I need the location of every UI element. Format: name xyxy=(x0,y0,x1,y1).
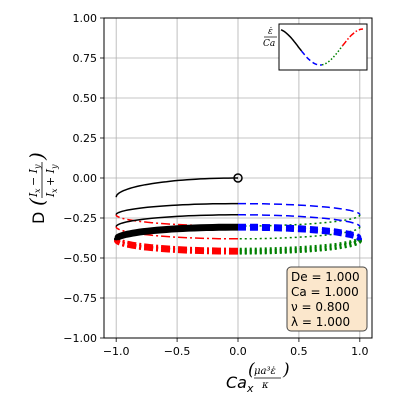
trajectory-curves xyxy=(113,177,363,255)
trajectory-segment-blue xyxy=(238,223,362,238)
inset-segment-green xyxy=(321,45,344,66)
param-nu: ν = 0.800 xyxy=(291,300,350,314)
trajectory-segment-green xyxy=(238,239,363,255)
inset-frame xyxy=(278,23,368,71)
y-tick-label: 0.25 xyxy=(73,132,98,145)
trajectory-segment-black xyxy=(113,226,238,242)
svg-text:κ: κ xyxy=(261,380,269,391)
svg-text:(: ( xyxy=(25,197,49,206)
svg-text:(: ( xyxy=(248,360,255,380)
svg-text:μa³ε̇: μa³ε̇ xyxy=(254,366,276,377)
params-box-frame xyxy=(286,266,368,332)
trajectory-segment-green xyxy=(238,226,361,240)
y-axis-ticks: −1.00 −0.75 −0.50 −0.25 0.00 0.25 0.50 0.75 1.00 xyxy=(63,12,104,345)
svg-text:): ) xyxy=(282,360,290,380)
x-tick-label: 0.0 xyxy=(229,345,247,358)
inset-curves xyxy=(280,28,364,66)
x-axis-label: Cax xyxy=(226,373,254,395)
svg-text:): ) xyxy=(25,152,49,161)
x-axis-label-fraction: ( μa³ε̇ κ ) xyxy=(248,360,290,391)
trajectory-segment-red xyxy=(115,214,238,227)
y-tick-label: 0.00 xyxy=(73,172,98,185)
inset-segment-black xyxy=(280,29,303,52)
trajectory-segment-black xyxy=(115,202,238,215)
trajectory-segment-blue xyxy=(238,202,361,215)
param-ca: Ca = 1.000 xyxy=(291,285,359,299)
trajectory-segment-green xyxy=(238,214,361,227)
trajectory-initial xyxy=(115,177,238,198)
x-axis-label-sub: x xyxy=(246,382,254,395)
params-box: De = 1.000 Ca = 1.000 ν = 0.800 λ = 1.00… xyxy=(286,266,368,332)
y-tick-label: 1.00 xyxy=(73,12,98,25)
x-tick-label: 1.0 xyxy=(351,345,369,358)
param-lambda: λ = 1.000 xyxy=(291,315,350,329)
x-tick-label: 0.5 xyxy=(290,345,308,358)
x-tick-label: −1.0 xyxy=(103,345,130,358)
inset-plot: ε̇ Ca xyxy=(263,23,368,71)
trajectory-segment-red xyxy=(113,239,238,255)
y-axis-label-main: D xyxy=(29,212,48,224)
trajectory-segment-black xyxy=(115,214,238,227)
trajectory-segment-blue xyxy=(238,226,363,242)
x-axis-label-main: Ca xyxy=(226,373,247,392)
inset-ylabel-top: ε̇ xyxy=(268,27,273,37)
trajectory-segment-red xyxy=(114,236,238,251)
y-tick-label: 0.50 xyxy=(73,92,98,105)
y-tick-label: −1.00 xyxy=(63,332,97,345)
svg-text:y: y xyxy=(50,164,59,170)
inset-segment-red xyxy=(341,28,364,47)
svg-text:x: x xyxy=(50,188,59,193)
svg-text:y: y xyxy=(33,164,42,170)
y-tick-label: −0.75 xyxy=(63,292,97,305)
x-axis-ticks: −1.0 −0.5 0.0 0.5 1.0 xyxy=(103,338,369,358)
svg-text:I: I xyxy=(27,192,40,198)
y-tick-label: 0.75 xyxy=(73,52,98,65)
trajectory-segment-black xyxy=(114,223,238,238)
trajectory-segment-red xyxy=(115,226,238,240)
y-axis-label: D ( Ix − Iy Ix + Iy ) xyxy=(25,152,59,224)
y-tick-label: −0.25 xyxy=(63,212,97,225)
svg-text:+ I: + I xyxy=(44,168,57,186)
inset-ylabel-bottom: Ca xyxy=(263,39,275,49)
y-tick-label: −0.50 xyxy=(63,252,97,265)
svg-text:− I: − I xyxy=(27,168,40,186)
x-tick-label: −0.5 xyxy=(164,345,191,358)
svg-text:I: I xyxy=(44,192,57,198)
trajectory-segment-blue xyxy=(238,214,361,227)
svg-text:x: x xyxy=(33,188,42,193)
param-de: De = 1.000 xyxy=(291,270,360,284)
trajectory-segment-green xyxy=(238,236,362,251)
start-marker xyxy=(233,173,243,183)
